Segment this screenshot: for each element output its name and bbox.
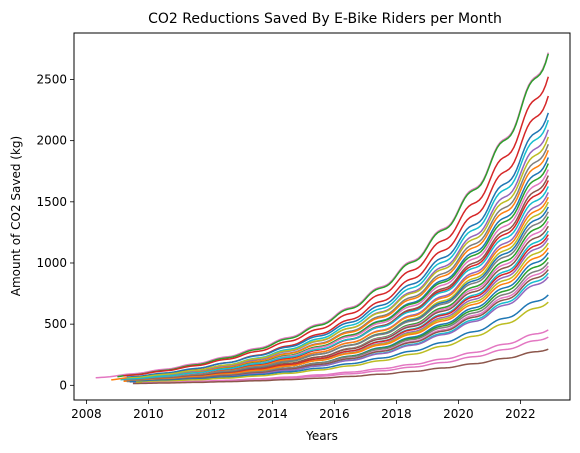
series-line (126, 112, 550, 378)
series-layer (95, 52, 550, 385)
x-axis: 2008 2010 2012 2014 2016 2018 2020 2022 (71, 400, 536, 421)
y-axis-label: Amount of CO2 Saved (kg) (9, 136, 23, 296)
y-tick-label: 1000 (36, 256, 67, 270)
series-line (129, 294, 549, 383)
x-tick-label: 2008 (71, 407, 102, 421)
series-line (110, 377, 128, 381)
chart-title: CO2 Reductions Saved By E-Bike Riders pe… (148, 11, 502, 27)
series-line (132, 348, 549, 385)
x-tick-label: 2010 (133, 407, 164, 421)
y-tick-label: 0 (59, 378, 67, 392)
y-tick-label: 500 (44, 317, 67, 331)
series-line (95, 52, 550, 379)
y-tick-label: 2000 (36, 134, 67, 148)
y-axis: 0 500 1000 1500 2000 2500 (36, 72, 74, 392)
series-line (135, 301, 549, 384)
x-axis-label: Years (305, 429, 338, 443)
x-tick-label: 2022 (505, 407, 536, 421)
plot-frame (73, 32, 571, 401)
series-line (123, 247, 549, 383)
x-tick-label: 2012 (195, 407, 226, 421)
series-line (117, 53, 550, 378)
x-tick-label: 2020 (443, 407, 474, 421)
series-line (123, 211, 549, 382)
series-line (123, 76, 550, 377)
x-tick-label: 2014 (257, 407, 288, 421)
x-tick-label: 2018 (381, 407, 412, 421)
x-tick-label: 2016 (319, 407, 350, 421)
y-tick-label: 2500 (36, 72, 67, 86)
y-tick-label: 1500 (36, 195, 67, 209)
series-line (123, 136, 549, 380)
series-line (120, 186, 549, 381)
